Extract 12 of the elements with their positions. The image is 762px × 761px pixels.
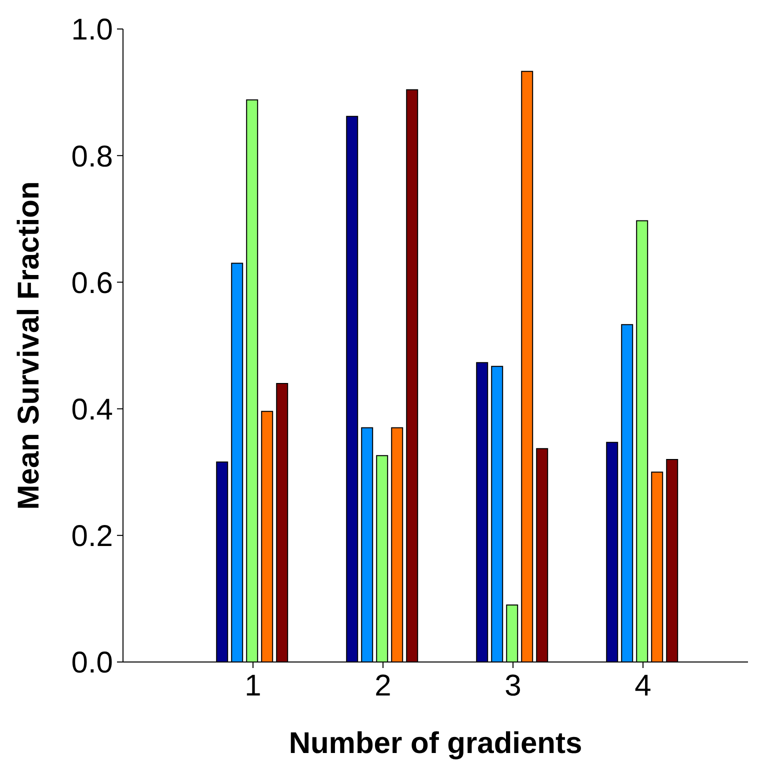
y-axis-title: Mean Survival Fraction xyxy=(12,181,46,510)
x-tick-label: 4 xyxy=(634,669,652,702)
y-tick-label: 1.0 xyxy=(71,14,113,47)
x-axis-title: Number of gradients xyxy=(288,727,582,760)
x-tick-label: 3 xyxy=(504,669,522,702)
y-tick-label: 0.4 xyxy=(71,393,113,426)
x-tick-label: 2 xyxy=(374,669,392,702)
y-tick-label: 0.2 xyxy=(71,520,113,554)
y-tick-label: 0.8 xyxy=(71,140,113,174)
y-tick-label: 0.0 xyxy=(71,646,113,680)
x-tick-label: 1 xyxy=(244,669,262,702)
y-tick-label: 0.6 xyxy=(71,266,113,300)
